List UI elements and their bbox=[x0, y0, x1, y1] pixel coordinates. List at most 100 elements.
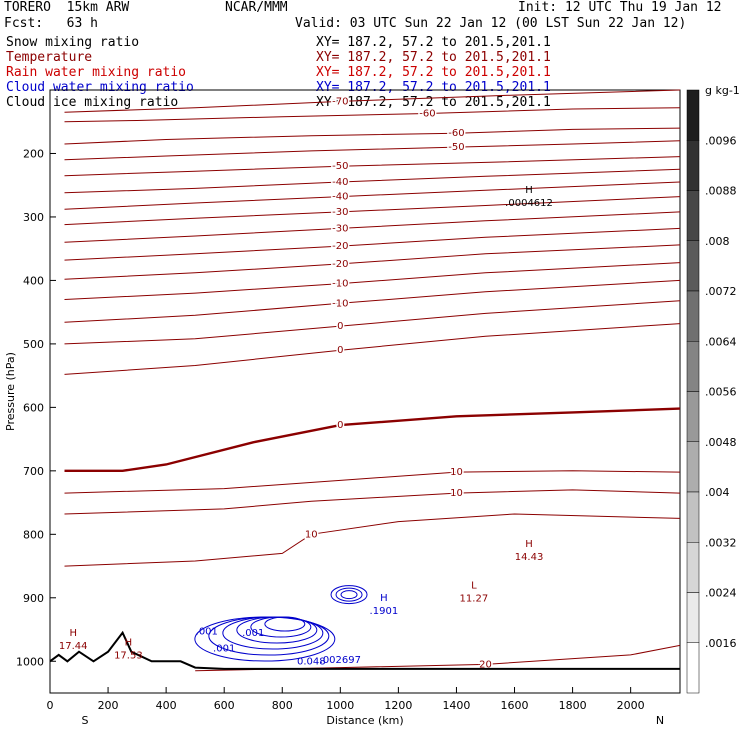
extremum-type: H bbox=[380, 593, 388, 604]
x-tick-label: 1400 bbox=[442, 699, 470, 712]
isotherm-line bbox=[64, 513, 681, 567]
isotherm-label: 10 bbox=[450, 488, 463, 499]
x-tick-label: 800 bbox=[272, 699, 293, 712]
colorbar-level-label: .0072 bbox=[705, 285, 737, 298]
isotherm-label: -40 bbox=[332, 192, 348, 203]
org-label: NCAR/MMM bbox=[225, 0, 288, 15]
legend-cloud-water-xy: XY= 187.2, 57.2 to 201.5,201.1 bbox=[316, 80, 551, 95]
extremum-type: H bbox=[69, 628, 77, 639]
valid-time: Valid: 03 UTC Sun 22 Jan 12 (00 LST Sun … bbox=[295, 16, 687, 31]
x-tick-label: 1800 bbox=[559, 699, 587, 712]
colorbar-segment bbox=[686, 391, 700, 442]
cloud-water-label: .002697 bbox=[320, 655, 361, 666]
y-tick-label: 1000 bbox=[16, 655, 44, 668]
colorbar-segment bbox=[686, 290, 700, 342]
cloud-water-label: .001 bbox=[213, 644, 235, 655]
colorbar-segment bbox=[686, 140, 700, 191]
cloud-water-contour bbox=[330, 585, 368, 605]
isotherm-label: -10 bbox=[332, 298, 348, 309]
extremum-value: 17.53 bbox=[114, 650, 143, 661]
colorbar-level-label: .0048 bbox=[705, 436, 737, 449]
colorbar-segment bbox=[686, 240, 700, 292]
legend-rain: Rain water mixing ratio bbox=[6, 65, 187, 80]
plot-frame bbox=[49, 89, 681, 694]
north-label: N bbox=[656, 714, 664, 727]
isotherm-label: -20 bbox=[332, 241, 348, 252]
legend-cloud-water: Cloud water mixing ratio bbox=[6, 80, 194, 95]
isotherm-label: -60 bbox=[419, 108, 435, 119]
isotherm-label: 0 bbox=[337, 321, 343, 332]
isotherm-line bbox=[64, 470, 681, 494]
extremum-type: H bbox=[525, 539, 533, 550]
isotherm-label: 10 bbox=[305, 529, 318, 540]
isotherm-line bbox=[64, 227, 681, 261]
colorbar-segment bbox=[686, 592, 700, 643]
colorbar-level-label: .0024 bbox=[705, 587, 737, 600]
colorbar-segment bbox=[686, 491, 700, 543]
colorbar-level-label: .0032 bbox=[705, 536, 737, 549]
isotherm-line bbox=[64, 407, 681, 472]
y-tick-label: 200 bbox=[23, 147, 44, 160]
legend-rain-xy: XY= 187.2, 57.2 to 201.5,201.1 bbox=[316, 65, 551, 80]
isotherm-label: -70 bbox=[332, 96, 348, 107]
init-time: Init: 12 UTC Thu 19 Jan 12 bbox=[518, 0, 722, 15]
isotherm-label: 0 bbox=[337, 420, 343, 431]
legend-temperature: Temperature bbox=[6, 50, 93, 65]
cloud-water-label: .001 bbox=[196, 627, 218, 638]
colorbar-segment bbox=[686, 89, 700, 141]
x-axis-label: Distance (km) bbox=[326, 714, 403, 727]
x-tick-label: 1600 bbox=[501, 699, 529, 712]
isotherm-line bbox=[64, 196, 681, 226]
extremum-value: 17.44 bbox=[59, 641, 88, 652]
extremum-type: H bbox=[125, 637, 133, 648]
colorbar-segment bbox=[686, 642, 700, 694]
x-tick-label: 2000 bbox=[617, 699, 645, 712]
colorbar-segment bbox=[686, 441, 700, 493]
isotherm-label: -50 bbox=[332, 161, 348, 172]
isotherm-label: -30 bbox=[332, 207, 348, 218]
isotherm-line bbox=[64, 156, 681, 177]
extremum-value: .0004612 bbox=[505, 198, 553, 209]
isotherm-line bbox=[64, 140, 681, 161]
isotherm-line bbox=[64, 211, 681, 243]
isotherm-label: -40 bbox=[332, 177, 348, 188]
legend-snow-xy: XY= 187.2, 57.2 to 201.5,201.1 bbox=[316, 35, 551, 50]
colorbar-unit: g kg-1 bbox=[705, 84, 740, 97]
isotherm-label: -60 bbox=[448, 128, 464, 139]
y-tick-label: 500 bbox=[23, 338, 44, 351]
colorbar-segment bbox=[686, 542, 700, 593]
y-tick-label: 800 bbox=[23, 528, 44, 541]
colorbar-level-label: .0016 bbox=[705, 637, 737, 650]
cloud-water-contour bbox=[335, 587, 363, 602]
extremum-value: 14.43 bbox=[515, 552, 544, 563]
isotherm-line bbox=[64, 107, 681, 123]
colorbar-level-label: .008 bbox=[705, 235, 730, 248]
y-tick-label: 600 bbox=[23, 401, 44, 414]
terrain-line bbox=[49, 630, 680, 670]
isotherm-line bbox=[64, 489, 681, 515]
isotherm-label: -50 bbox=[448, 142, 464, 153]
model-title: TORERO 15km ARW bbox=[4, 0, 130, 15]
legend-cloud-ice-xy: XY= 187.2, 57.2 to 201.5,201.1 bbox=[316, 95, 551, 110]
y-tick-label: 300 bbox=[23, 211, 44, 224]
colorbar-level-label: .0064 bbox=[705, 335, 737, 348]
legend-cloud-ice: Cloud ice mixing ratio bbox=[6, 95, 179, 110]
isotherm-line bbox=[64, 323, 681, 375]
isotherm-line bbox=[64, 89, 681, 113]
isotherm-label: 10 bbox=[450, 467, 463, 478]
isotherm-line bbox=[64, 181, 681, 210]
extremum-type: L bbox=[471, 580, 477, 591]
x-tick-label: 400 bbox=[156, 699, 177, 712]
isotherm-line bbox=[64, 168, 681, 194]
colorbar-level-label: .0088 bbox=[705, 185, 737, 198]
x-tick-label: 600 bbox=[214, 699, 235, 712]
y-tick-label: 400 bbox=[23, 274, 44, 287]
colorbar-level-label: .004 bbox=[705, 486, 730, 499]
cloud-water-label: .001 bbox=[242, 628, 264, 639]
colorbar-segment bbox=[686, 341, 700, 392]
colorbar-level-label: .0056 bbox=[705, 386, 737, 399]
isotherm-label: -20 bbox=[332, 259, 348, 270]
cloud-water-contour bbox=[340, 590, 358, 600]
y-tick-label: 700 bbox=[23, 465, 44, 478]
